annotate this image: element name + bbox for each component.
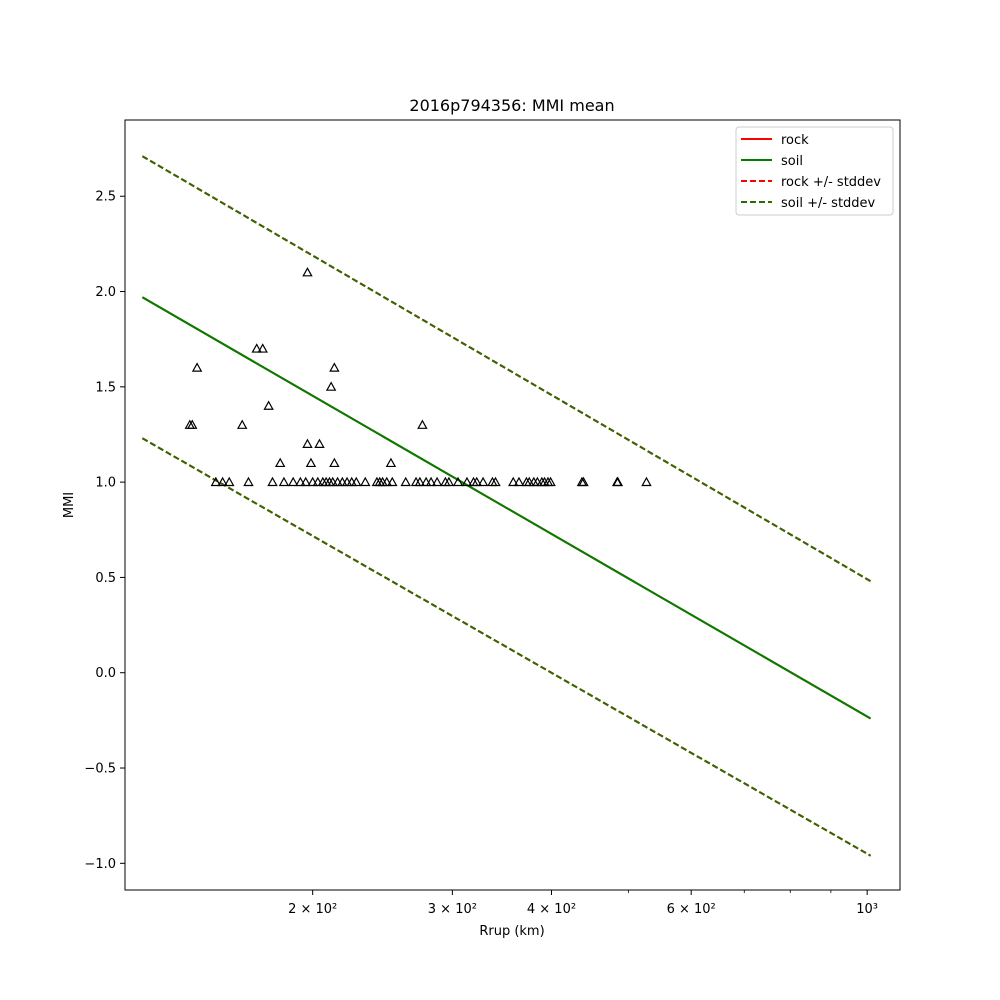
data-point bbox=[578, 476, 589, 487]
plot-frame bbox=[124, 119, 901, 891]
x-tick-label: 3 × 10² bbox=[428, 902, 477, 917]
x-tick-label: 10³ bbox=[856, 902, 878, 917]
data-point bbox=[471, 476, 482, 487]
data-point bbox=[513, 476, 525, 487]
data-point bbox=[381, 476, 393, 487]
legend-label: soil +/- stddev bbox=[781, 196, 876, 211]
data-point bbox=[425, 476, 437, 487]
data-point bbox=[420, 476, 432, 487]
y-tick-label: 1.5 bbox=[95, 380, 116, 395]
data-point bbox=[312, 476, 324, 487]
y-axis: −1.0 −0.5 0.0 0.5 1.0 1.5 2.0 2.5 bbox=[84, 190, 125, 872]
data-point bbox=[490, 476, 501, 487]
data-point bbox=[307, 476, 318, 487]
data-point bbox=[443, 476, 455, 487]
legend-label: rock bbox=[781, 133, 809, 148]
data-point bbox=[224, 476, 235, 487]
data-point bbox=[305, 457, 317, 468]
data-point bbox=[351, 476, 362, 487]
legend: rock soil rock +/- stddev soil +/- stddev bbox=[735, 126, 894, 216]
data-point bbox=[184, 419, 196, 429]
data-point bbox=[274, 457, 286, 468]
data-point bbox=[452, 476, 464, 487]
data-point bbox=[329, 362, 340, 372]
series-line-soil-stddev bbox=[141, 155, 872, 583]
data-point bbox=[329, 457, 340, 468]
data-point bbox=[210, 476, 222, 487]
data-point bbox=[545, 476, 556, 487]
data-point bbox=[302, 267, 313, 277]
data-point bbox=[508, 476, 519, 487]
series-line-soil bbox=[141, 296, 872, 720]
data-point bbox=[217, 476, 228, 487]
y-tick-label: 0.5 bbox=[95, 571, 116, 586]
data-point bbox=[360, 476, 371, 487]
data-point bbox=[236, 419, 248, 429]
y-tick-label: 2.0 bbox=[95, 285, 116, 300]
y-tick-label: −1.0 bbox=[84, 857, 116, 872]
data-point bbox=[641, 476, 652, 487]
x-axis-label: Rrup (km) bbox=[479, 924, 544, 939]
data-point bbox=[461, 476, 473, 487]
data-point bbox=[243, 476, 254, 487]
x-tick-label: 2 × 10² bbox=[288, 902, 337, 917]
data-point bbox=[414, 476, 426, 487]
data-point bbox=[612, 476, 624, 487]
x-axis: 2 × 10² 3 × 10² 4 × 10² 6 × 10² 10³ bbox=[288, 890, 878, 917]
data-point bbox=[302, 438, 313, 448]
data-point bbox=[263, 400, 274, 410]
data-point bbox=[257, 343, 268, 353]
data-point bbox=[300, 476, 311, 487]
y-tick-label: −0.5 bbox=[84, 762, 116, 777]
legend-label: rock +/- stddev bbox=[781, 175, 881, 190]
x-tick-label: 6 × 10² bbox=[667, 902, 716, 917]
data-point bbox=[417, 419, 428, 429]
legend-label: soil bbox=[781, 154, 803, 169]
y-axis-label: MMI bbox=[62, 492, 77, 518]
chart-title: 2016p794356: MMI mean bbox=[409, 96, 614, 115]
y-tick-label: 1.0 bbox=[95, 476, 116, 491]
data-point bbox=[400, 476, 411, 487]
y-tick-label: 0.0 bbox=[95, 666, 116, 681]
data-point bbox=[385, 457, 397, 468]
data-point bbox=[267, 476, 278, 487]
data-point bbox=[387, 476, 398, 487]
legend-box bbox=[735, 126, 894, 216]
data-point bbox=[477, 476, 489, 487]
data-point bbox=[431, 476, 443, 487]
data-point bbox=[295, 476, 306, 487]
data-point bbox=[278, 476, 290, 487]
y-tick-label: 2.5 bbox=[95, 190, 116, 205]
data-point bbox=[191, 362, 203, 372]
data-point bbox=[251, 343, 262, 353]
data-point bbox=[325, 381, 337, 391]
x-tick-label: 4 × 10² bbox=[527, 902, 576, 917]
data-point bbox=[287, 476, 299, 487]
series-line-soil-stddev bbox=[141, 437, 872, 857]
plot-points bbox=[184, 267, 652, 487]
plot-lines bbox=[141, 155, 872, 857]
data-point bbox=[314, 438, 325, 448]
